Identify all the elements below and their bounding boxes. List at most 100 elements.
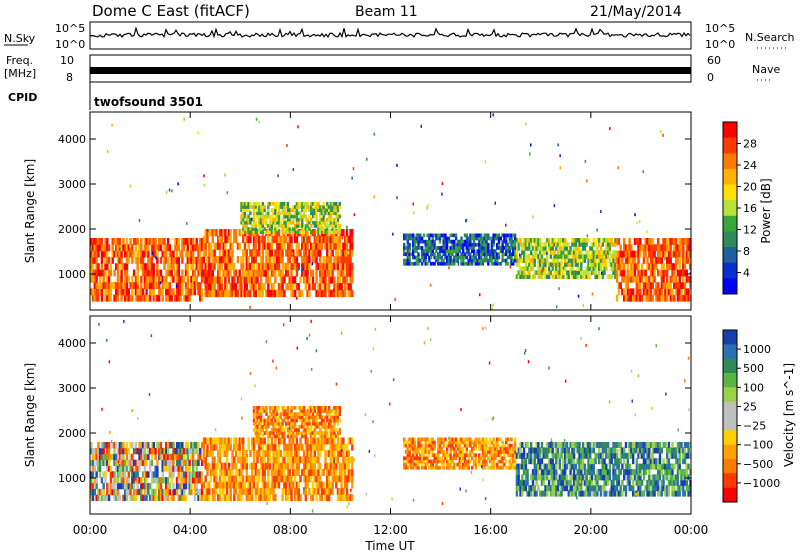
echo-cell [149,483,151,489]
echo-cell [319,463,321,470]
echo-cell [290,270,292,277]
echo-cell [147,454,149,460]
echo-cell [106,483,108,489]
echo-cell [346,276,348,283]
echo-cell [219,450,221,457]
echo-speck [563,267,565,270]
echo-cell [603,270,605,275]
echo-cell [110,477,112,483]
power-ylabel: Slant Range [km] [23,159,37,263]
echo-cell [505,460,507,464]
echo-cell [278,444,280,451]
echo-cell [181,251,183,258]
echo-cell [548,480,550,486]
echo-cell [267,475,269,482]
echo-speck [413,211,415,214]
echo-cell [262,444,264,451]
echo-cell [187,263,189,270]
y-tick-label: 4000 [58,133,86,146]
echo-cell [342,488,344,495]
echo-cell [154,238,156,245]
echo-cell [337,422,339,426]
echo-cell [287,463,289,470]
echo-cell [99,471,101,477]
echo-cell [131,276,133,283]
echo-speck [525,123,527,126]
echo-cell [196,276,198,283]
echo-cell [507,450,509,454]
echo-cell [239,243,241,250]
echo-cell [251,469,253,476]
echo-cell [126,442,128,448]
echo-cell [627,282,629,289]
echo-cell [171,270,173,277]
echo-cell [523,447,525,453]
echo-cell [305,434,307,438]
echo-cell [526,474,528,480]
echo-cell [281,422,283,426]
echo-cell [165,251,167,258]
echo-cell [131,295,133,302]
echo-cell [546,491,548,497]
nsky-top-tick: 10^5 [55,22,85,35]
echo-cell [154,454,156,460]
echo-cell [210,475,212,482]
echo-cell [684,263,686,270]
echo-cell [201,263,203,270]
echo-speck [609,127,611,130]
echo-cell [181,465,183,471]
date-title: 21/May/2014 [590,4,682,20]
echo-cell [546,254,548,259]
colorbar-swatch [723,216,737,232]
echo-cell [442,460,444,464]
echo-speck [560,166,562,169]
echo-cell [283,438,285,445]
echo-cell [548,266,550,271]
echo-cell [442,466,444,470]
echo-cell [221,236,223,243]
echo-cell [247,444,249,451]
echo-cell [97,295,99,302]
colorbar-tick-label: 12 [743,224,757,237]
echo-cell [117,263,119,270]
echo-cell [149,295,151,302]
colorbar-swatch [723,278,737,294]
echo-cell [205,456,207,463]
echo-cell [607,254,609,259]
echo-cell [289,469,291,476]
echo-cell [144,448,146,454]
echo-cell [333,450,335,457]
echo-cell [153,288,155,295]
echo-cell [310,450,312,457]
echo-cell [351,494,353,501]
echo-cell [97,442,99,448]
echo-cell [131,442,133,448]
echo-cell [208,482,210,489]
echo-cell [548,238,550,243]
echo-speck [346,226,348,229]
echo-cell [555,266,557,271]
echo-cell [113,448,115,454]
echo-cell [627,263,629,270]
echo-cell [550,254,552,259]
echo-cell [135,244,137,251]
echo-speck [632,273,634,276]
echo-cell [594,258,596,263]
echo-speck [448,266,450,269]
echo-cell [97,251,99,258]
echo-cell [328,494,330,501]
echo-speck [176,285,178,288]
echo-cell [224,276,226,283]
echo-cell [323,469,325,476]
echo-cell [221,276,223,283]
echo-cell [423,234,425,238]
echo-cell [526,442,528,448]
echo-cell [255,463,257,470]
echo-cell [244,243,246,250]
echo-cell [444,438,446,442]
echo-cell [260,412,262,416]
echo-cell [535,250,537,255]
echo-cell [101,257,103,264]
echo-cell [233,276,235,283]
echo-cell [247,243,249,250]
